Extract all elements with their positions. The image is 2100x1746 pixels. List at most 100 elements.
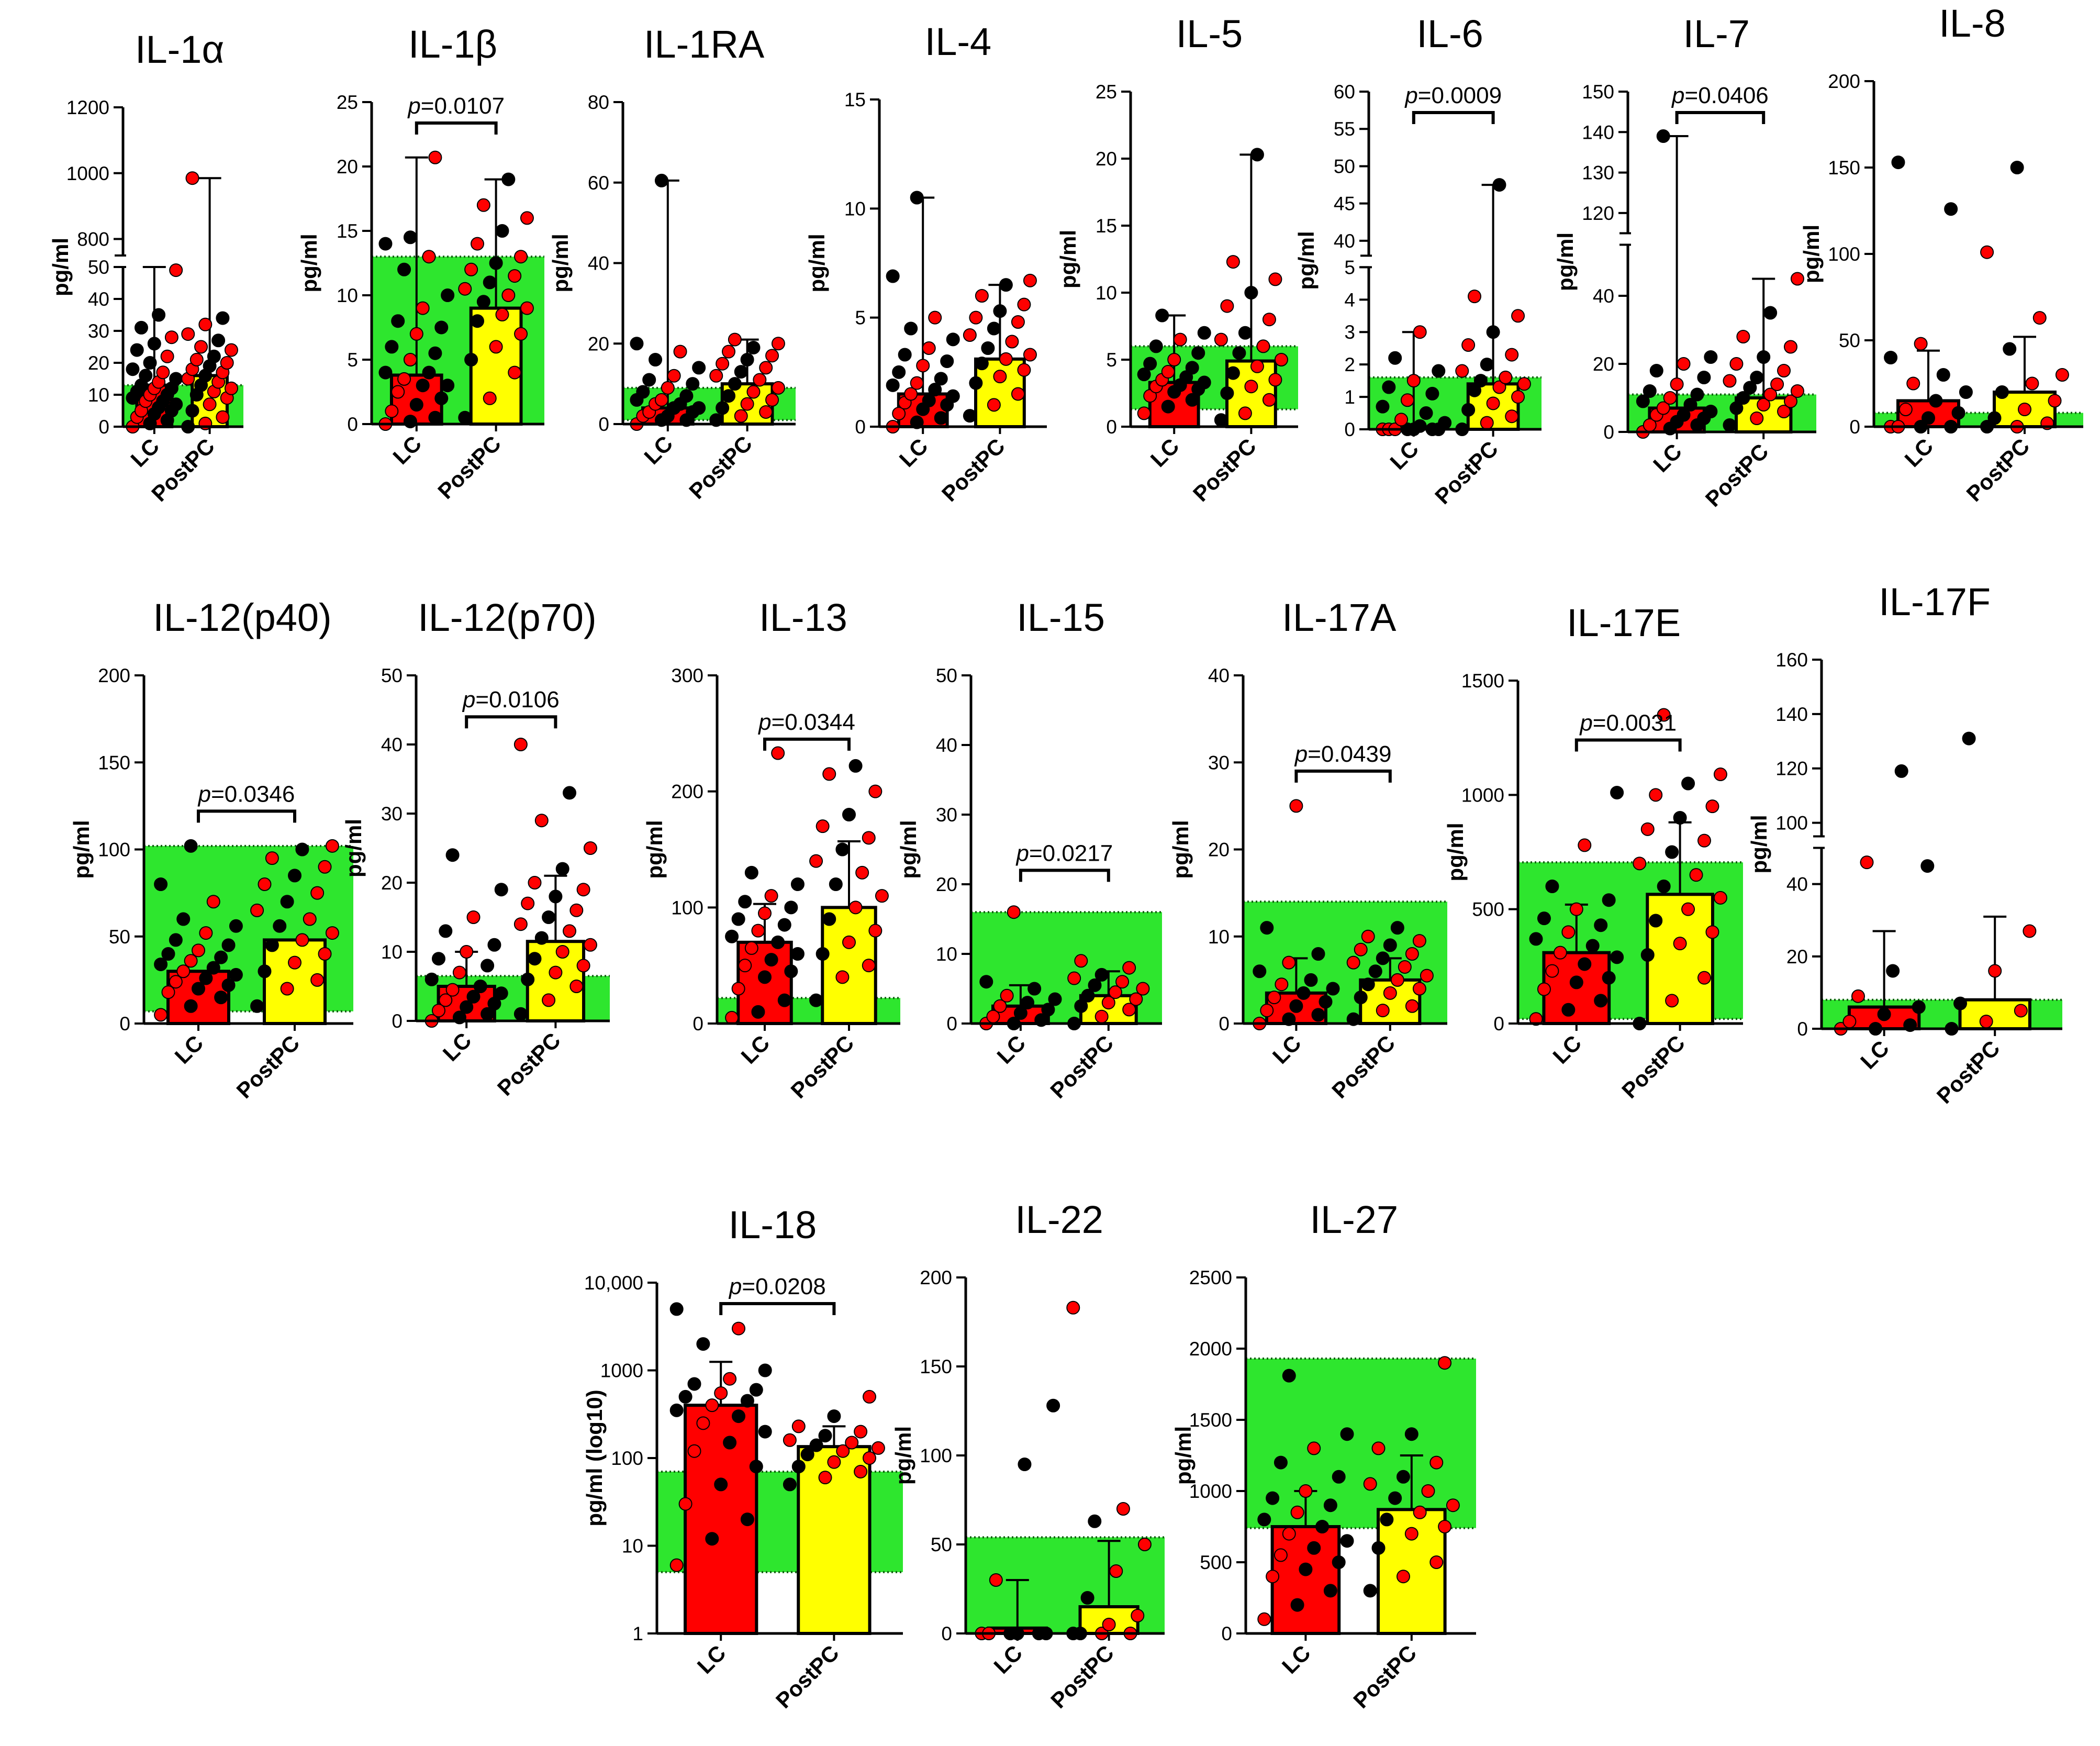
data-point-postpc	[1074, 999, 1088, 1013]
data-point-lc	[732, 1321, 746, 1336]
x-tick-label-lc: LC	[895, 433, 933, 472]
data-point-lc	[649, 353, 663, 366]
data-point-lc	[740, 1394, 754, 1408]
significance-bracket	[1019, 869, 1110, 882]
data-point-lc	[764, 953, 778, 967]
chart-il17e: 0 500 1000 1500 LC PostPC pg/ml IL-17E p=0.0031	[1443, 601, 1743, 1103]
data-point-lc	[1578, 957, 1592, 971]
data-point-lc	[473, 980, 487, 993]
x-tick-label-lc: LC	[692, 1640, 731, 1678]
bar-lc	[1270, 1525, 1341, 1635]
data-point-postpc	[2023, 924, 2037, 938]
data-point-lc	[946, 332, 960, 347]
data-point-lc	[1677, 408, 1691, 422]
data-point-lc	[160, 349, 174, 363]
data-point-lc	[790, 947, 805, 961]
data-point-postpc	[513, 1007, 528, 1021]
data-point-lc	[1891, 155, 1905, 170]
y-tick-label: 50	[936, 665, 957, 686]
y-tick-label: 20	[337, 156, 358, 177]
p-value-label: p=0.0009	[1404, 83, 1502, 108]
data-point-lc	[431, 952, 445, 966]
y-tick-label: 130	[1582, 162, 1614, 184]
data-point-lc	[1161, 399, 1175, 414]
data-point-lc	[460, 945, 474, 959]
data-point-postpc	[975, 357, 989, 371]
data-point-postpc	[809, 1438, 823, 1452]
data-point-postpc	[1673, 811, 1687, 825]
data-point-postpc	[1763, 387, 1778, 402]
data-point-lc	[1260, 1004, 1274, 1018]
data-point-lc	[1545, 880, 1559, 893]
y-tick-label: 0	[98, 416, 109, 438]
data-point-lc	[434, 320, 449, 335]
data-point-postpc	[862, 831, 876, 845]
data-point-lc	[143, 356, 157, 370]
panel-title: IL-13	[759, 596, 847, 639]
y-tick-label: 10	[1208, 926, 1230, 948]
data-point-postpc	[280, 895, 294, 909]
data-point-postpc	[1346, 955, 1360, 970]
y-axis-label: pg/ml	[805, 234, 829, 293]
data-point-postpc	[1088, 978, 1102, 992]
data-point-postpc	[1987, 411, 2002, 425]
data-point-lc	[1319, 995, 1333, 1009]
data-point-postpc	[576, 959, 590, 973]
data-point-lc	[1260, 921, 1274, 935]
data-point-postpc	[1777, 405, 1791, 418]
data-point-lc	[886, 269, 900, 283]
data-point-postpc	[1380, 1513, 1394, 1527]
data-point-lc	[1307, 1441, 1321, 1455]
data-point-lc	[696, 1416, 710, 1430]
y-tick-label: 10	[622, 1536, 643, 1557]
data-point-postpc	[1226, 366, 1240, 380]
data-point-lc	[777, 993, 791, 1007]
y-tick-label: 160	[1775, 649, 1808, 671]
data-point-postpc	[528, 952, 542, 966]
data-point-postpc	[216, 311, 230, 325]
data-point-postpc	[1129, 992, 1143, 1006]
data-point-lc	[669, 1403, 684, 1417]
data-point-lc	[678, 1389, 692, 1404]
data-point-lc	[184, 839, 198, 853]
data-point-lc	[1191, 346, 1205, 360]
y-tick-label: 200	[1828, 71, 1860, 92]
data-point-lc	[161, 985, 175, 999]
chart-il15: 0 10 20 30 40 50 LC PostPC pg/ml IL-15 p=0.0217	[896, 596, 1162, 1103]
data-point-postpc	[1511, 390, 1525, 404]
data-point-lc	[397, 262, 411, 276]
data-point-lc	[654, 173, 668, 187]
significance-bracket	[1574, 738, 1682, 752]
data-point-postpc	[1268, 373, 1282, 387]
significance-bracket	[197, 809, 296, 823]
data-point-lc	[1048, 992, 1062, 1006]
data-point-lc	[229, 967, 243, 982]
panel-title: IL-22	[1015, 1198, 1103, 1241]
data-point-postpc	[822, 767, 836, 781]
y-tick-label: 120	[1582, 203, 1614, 224]
data-point-postpc	[753, 373, 767, 387]
data-point-postpc	[1486, 396, 1500, 410]
data-point-lc	[1167, 353, 1181, 366]
data-point-postpc	[1480, 358, 1494, 372]
data-point-lc	[758, 1425, 772, 1439]
y-axis-label: pg/ml	[1171, 1426, 1196, 1485]
data-point-lc	[397, 372, 411, 386]
data-point-lc	[673, 344, 687, 359]
chart-il18: 1 10 100 1000 10,000 LC PostPC pg/ml (log10) IL-…	[582, 1203, 903, 1713]
x-tick-label-postpc: PostPC	[1348, 1640, 1421, 1713]
data-point-lc	[1585, 939, 1600, 953]
y-tick-label: 100	[611, 1448, 643, 1469]
x-tick-label-postpc: PostPC	[1962, 433, 2035, 506]
data-point-lc	[1697, 371, 1711, 384]
data-point-postpc	[1665, 994, 1679, 1008]
data-point-lc	[916, 359, 930, 373]
y-tick-label: 120	[1775, 758, 1808, 780]
data-point-lc	[654, 393, 668, 407]
data-point-lc	[409, 398, 423, 412]
x-tick-label-lc: LC	[1648, 439, 1686, 477]
data-point-lc	[946, 389, 960, 403]
data-point-lc	[445, 848, 460, 862]
data-point-lc	[1610, 950, 1624, 964]
